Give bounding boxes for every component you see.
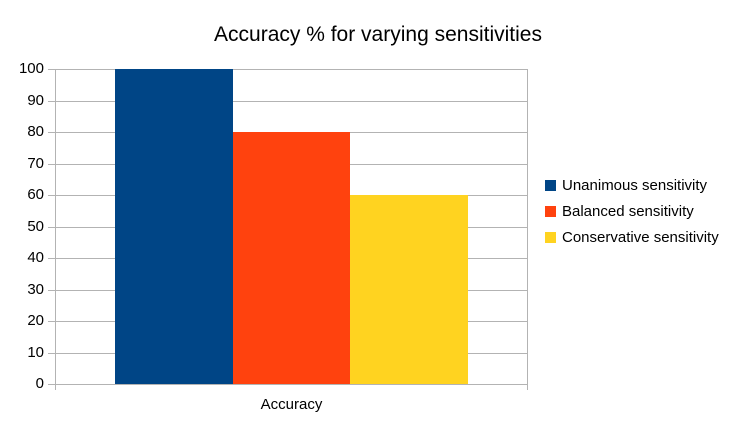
y-axis-tick-label: 0 [35, 375, 44, 392]
y-axis-tick [48, 321, 55, 322]
bar-unanimous-sensitivity [114, 69, 233, 384]
legend-label: Balanced sensitivity [562, 202, 694, 220]
y-axis-tick [48, 132, 55, 133]
y-axis-tick [48, 258, 55, 259]
y-axis-tick-label: 30 [27, 280, 44, 298]
y-axis-tick-label: 10 [27, 343, 44, 361]
x-axis-category-label: Accuracy [260, 396, 323, 413]
chart-title: Accuracy % for varying sensitivities [214, 23, 542, 46]
y-axis-tick [48, 226, 55, 228]
x-axis-tick [55, 384, 56, 390]
y-gridline [56, 69, 527, 70]
legend-label: Conservative sensitivity [562, 228, 719, 246]
axis-line [55, 384, 527, 385]
y-axis-tick [48, 100, 55, 102]
y-axis-tick-label: 90 [27, 91, 44, 109]
bar-balanced-sensitivity [232, 132, 351, 384]
bar-conservative-sensitivity [350, 195, 469, 384]
y-axis-tick [48, 352, 55, 354]
y-axis-tick [48, 163, 55, 165]
legend-item: Unanimous sensitivity [545, 172, 719, 198]
legend-swatch [545, 205, 556, 217]
y-axis-tick-label: 70 [27, 154, 44, 172]
plot-area [48, 69, 528, 390]
legend: Unanimous sensitivity Balanced sensitivit… [545, 172, 719, 250]
legend-label: Unanimous sensitivity [562, 176, 708, 194]
y-axis-tick [48, 384, 55, 385]
y-axis-tick-label: 20 [27, 312, 44, 329]
y-axis-tick [48, 195, 55, 196]
legend-item: Balanced sensitivity [545, 198, 719, 224]
y-axis-tick-label: 100 [18, 60, 44, 77]
y-gridline [56, 100, 527, 102]
y-axis-tick [48, 69, 55, 70]
x-axis-tick [527, 384, 528, 390]
y-axis-tick-label: 60 [27, 186, 44, 203]
legend-item: Conservative sensitivity [545, 224, 719, 250]
axis-line [527, 69, 528, 389]
legend-swatch [545, 231, 556, 243]
y-axis-tick-label: 40 [27, 249, 44, 266]
y-axis-tick-label: 80 [27, 123, 44, 140]
legend-swatch [545, 179, 556, 191]
axis-line [55, 69, 56, 389]
y-axis-tick-label: 50 [27, 217, 44, 235]
y-axis-tick [48, 289, 55, 291]
